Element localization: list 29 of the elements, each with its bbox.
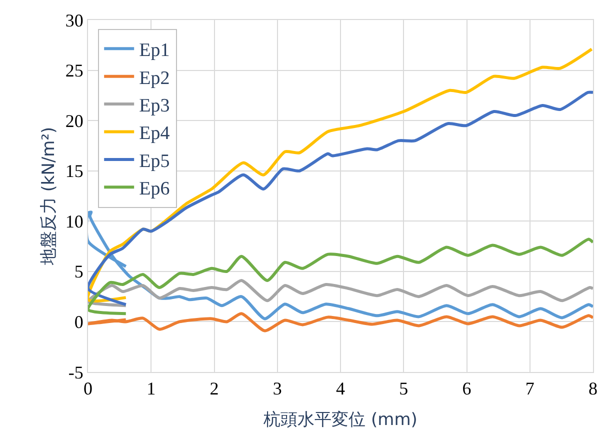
legend-label: Ep2 — [139, 68, 170, 89]
legend-label: Ep3 — [139, 95, 170, 116]
x-tick-label: 1 — [146, 378, 156, 399]
x-tick-label: 3 — [272, 378, 282, 399]
line-series — [88, 312, 593, 332]
y-tick-label: 10 — [65, 211, 84, 232]
line-series — [88, 238, 593, 316]
y-tick-label: 25 — [65, 60, 84, 81]
line-series — [88, 90, 593, 306]
x-tick-label: 7 — [525, 378, 534, 399]
line-series — [88, 278, 593, 308]
legend-label: Ep6 — [139, 178, 170, 200]
y-tick-label: 15 — [65, 161, 84, 182]
x-axis-title: 杭頭水平変位 (mm) — [262, 410, 418, 430]
y-tick-label: 30 — [65, 10, 84, 30]
y-tick-label: 5 — [74, 262, 84, 282]
y-tick-label: 20 — [65, 110, 84, 131]
legend-label: Ep1 — [139, 40, 170, 62]
line-series — [88, 210, 593, 320]
x-tick-label: 6 — [462, 378, 472, 399]
y-axis-title: 地盤反力 (kN/m²) — [38, 126, 59, 266]
y-tick-label: 0 — [74, 312, 84, 332]
legend-label: Ep5 — [139, 150, 170, 172]
x-tick-label: 4 — [336, 378, 345, 399]
x-tick-label: 2 — [210, 378, 219, 399]
x-tick-label: 5 — [399, 378, 408, 399]
legend-label: Ep4 — [139, 123, 170, 144]
y-tick-label: -5 — [68, 362, 84, 382]
x-tick-label: 8 — [588, 378, 598, 399]
